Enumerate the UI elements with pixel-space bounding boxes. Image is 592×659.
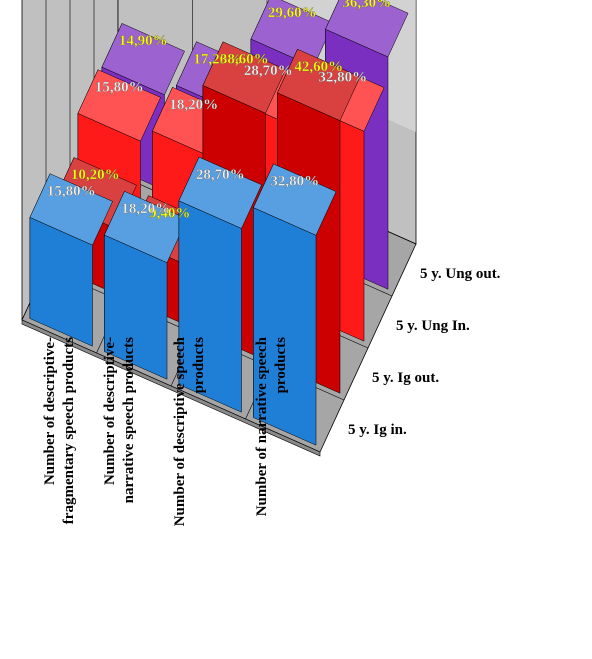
series-label: 5 y. Ig out. [372, 370, 439, 386]
bar-top [325, 0, 409, 58]
bar-top [101, 23, 185, 96]
bar-top [77, 69, 161, 142]
data-label: 29,60% [268, 5, 317, 21]
data-label: 10,20% [71, 167, 120, 183]
category-label-line: fragmentary speech products [61, 337, 77, 524]
series-label: 5 y. Ig in. [348, 422, 407, 438]
category-label-line: products [273, 337, 289, 394]
category-label-line: narrative speech products [121, 337, 137, 504]
series-label: 5 y. Ung out. [420, 266, 501, 282]
category-label: Number of descriptive-narrative speech p… [102, 337, 137, 504]
bar-5-y-ig-in--3 [178, 156, 262, 413]
data-label: 18,20% [169, 97, 218, 113]
data-label: 36,30% [342, 0, 391, 11]
data-label: 15,80% [95, 79, 144, 95]
chart-bars [29, 0, 409, 446]
series-axis-labels: 5 y. Ig in. 5 y. Ig out. 5 y. Ung In. 5 y. … [348, 266, 501, 438]
data-label: 38,60% [220, 51, 269, 67]
series-label: 5 y. Ung In. [396, 318, 470, 334]
data-label: 32,80% [318, 70, 367, 86]
data-label: 17,20% [193, 51, 242, 67]
chart-data-labels: 14,90% 17,20% 29,60% 36,30% 15,80% 18,20% 28,7… [47, 0, 392, 221]
category-label: Number of narrative speech products [254, 336, 289, 516]
bar-5-y-ig-in--2 [104, 190, 188, 380]
category-label-line: Number of narrative speech [254, 336, 270, 516]
bar-top [253, 163, 337, 236]
category-label: Number of descriptive-fragmentary speech… [42, 337, 77, 524]
data-label: 42,60% [294, 59, 343, 75]
category-axis-labels: Number of descriptive-fragmentary speech… [42, 336, 289, 526]
data-label: 28,70% [196, 167, 245, 183]
data-label: 32,80% [270, 174, 319, 190]
floor-edge [21, 319, 321, 457]
data-label: 28,70% [244, 63, 293, 79]
bar-top [29, 173, 113, 246]
data-label: 18,20% [121, 201, 170, 217]
bar-top [202, 41, 286, 114]
data-label: 15,80% [47, 183, 96, 199]
category-label-line: Number of descriptive speech [172, 336, 188, 526]
bar-5-y-ig-in--1 [29, 173, 113, 347]
bar-front [178, 200, 242, 413]
category-label-line: products [191, 337, 207, 394]
data-label: 9,40% [149, 205, 190, 221]
bar-5-y-ig-in--4 [253, 163, 337, 446]
bar-top [178, 156, 262, 229]
category-label-line: Number of descriptive- [42, 337, 58, 485]
category-label-line: Number of descriptive- [102, 337, 118, 485]
bar-top [277, 48, 361, 121]
data-label: 14,90% [119, 33, 168, 49]
category-label: Number of descriptive speech products [172, 336, 207, 526]
